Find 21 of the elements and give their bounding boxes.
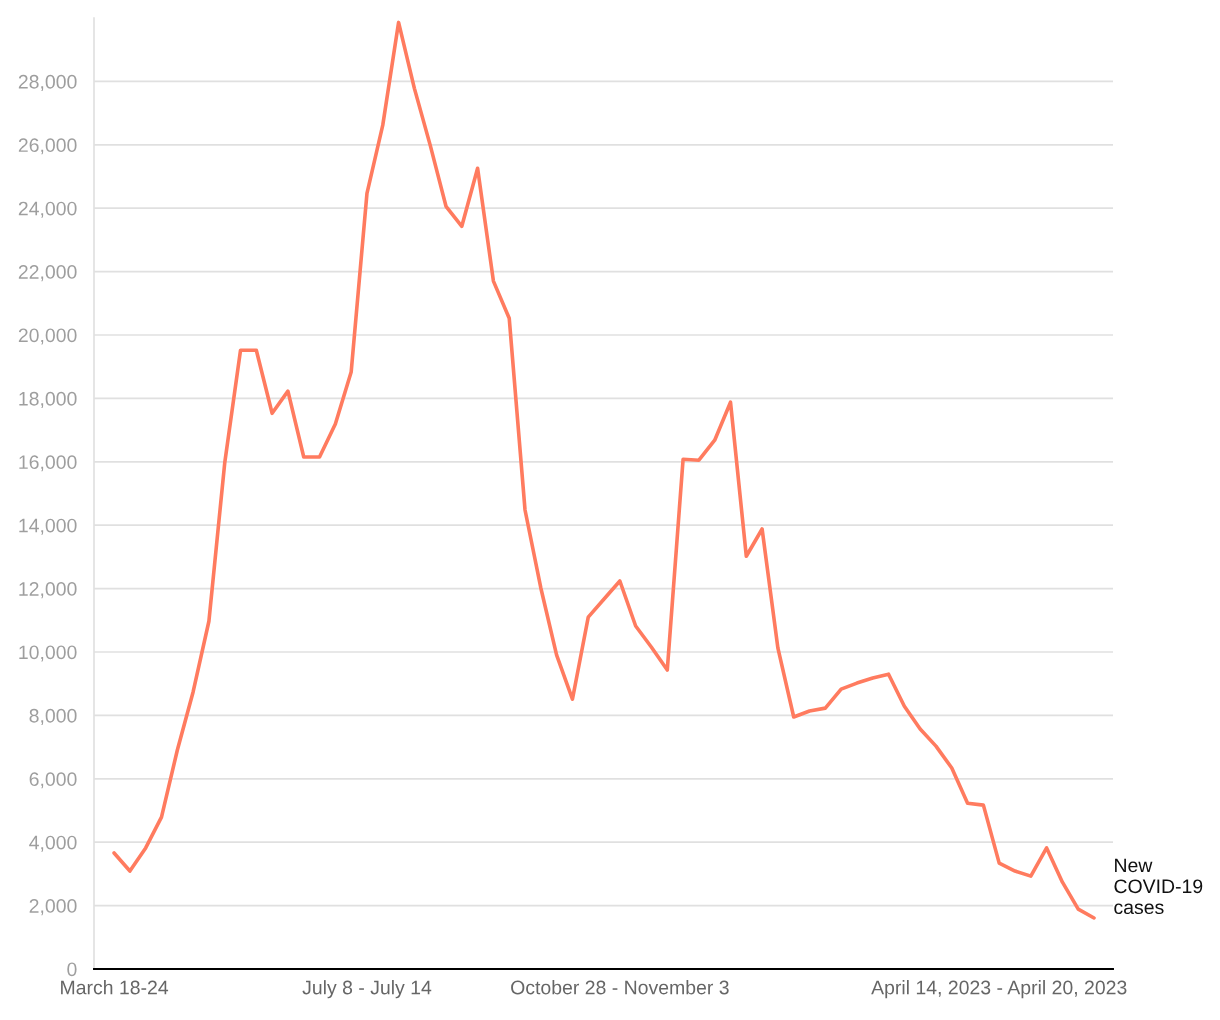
y-tick-label: 18,000 [19, 391, 77, 408]
x-tick-label: April 14, 2023 - April 20, 2023 [871, 980, 1127, 999]
y-tick-label: 4,000 [29, 835, 77, 852]
y-tick-label: 6,000 [29, 772, 77, 789]
line-series [112, 20, 1096, 920]
y-tick-label: 14,000 [19, 518, 77, 535]
x-tick-label: March 18-24 [61, 980, 169, 995]
y-tick-label: 28,000 [18, 74, 77, 91]
y-tick-label: 0 [67, 962, 77, 977]
y-tick-label: 22,000 [18, 265, 77, 282]
y-tick-label: 16,000 [19, 455, 77, 472]
x-tick-label: October 28 - November 3 [511, 980, 729, 995]
y-tick-label: 20,000 [18, 328, 77, 345]
y-tick-label: 8,000 [29, 708, 77, 725]
y-tick-label: 24,000 [18, 201, 77, 218]
x-tick-label: July 8 - July 14 [302, 980, 432, 999]
y-tick-label: 10,000 [19, 645, 77, 662]
y-tick-label: 12,000 [19, 582, 77, 599]
y-tick-label: 26,000 [18, 138, 77, 155]
y-tick-label: 2,000 [29, 899, 77, 916]
series-label: New COVID-19 cases [1114, 858, 1203, 915]
